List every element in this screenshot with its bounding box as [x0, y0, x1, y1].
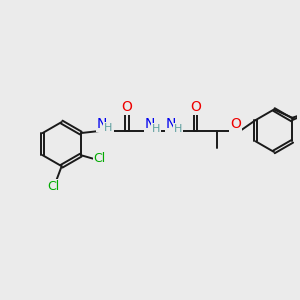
Text: O: O	[122, 100, 133, 114]
Text: H: H	[152, 124, 160, 134]
Text: H: H	[104, 123, 113, 134]
Text: O: O	[190, 100, 201, 114]
Text: Cl: Cl	[47, 180, 59, 193]
Text: Cl: Cl	[94, 152, 106, 165]
Text: N: N	[166, 117, 176, 131]
Text: N: N	[145, 117, 155, 131]
Text: H: H	[173, 124, 182, 134]
Text: N: N	[97, 117, 107, 131]
Text: O: O	[230, 117, 241, 131]
